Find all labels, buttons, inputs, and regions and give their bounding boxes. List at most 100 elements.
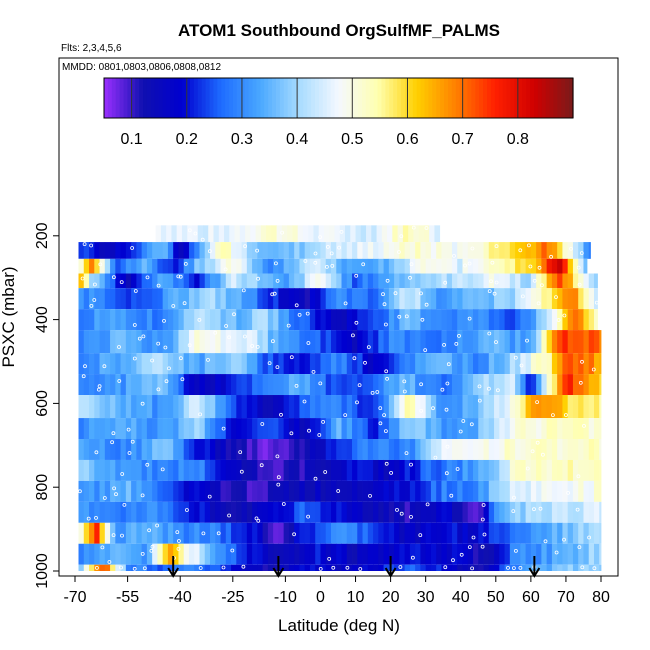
heatmap-cell — [146, 564, 153, 571]
measurement-point — [424, 226, 429, 230]
measurement-point — [408, 275, 412, 280]
heatmap-cell — [346, 273, 353, 289]
heatmap-cell — [588, 418, 595, 440]
heatmap-cell — [304, 242, 311, 259]
heatmap-cell — [278, 374, 285, 396]
x-tick-label: 20 — [382, 589, 400, 606]
heatmap-cell — [136, 439, 143, 460]
heatmap-cell — [551, 309, 558, 331]
heatmap-cell — [562, 564, 569, 571]
heatmap-cell — [399, 459, 406, 481]
heatmap-cell — [283, 288, 290, 310]
heatmap-cell — [278, 543, 285, 565]
heatmap-cell — [462, 480, 469, 502]
measurement-point — [141, 334, 146, 339]
heatmap-cell — [504, 374, 511, 396]
heatmap-cell — [473, 258, 479, 274]
colorbar-segment — [279, 78, 285, 118]
heatmap-cell — [313, 225, 320, 243]
heatmap-cell — [415, 418, 421, 440]
heatmap-cell — [210, 330, 216, 354]
heatmap-cell — [415, 374, 421, 396]
heatmap-cell — [304, 309, 311, 331]
colorbar-segment — [545, 78, 551, 118]
heatmap-cell — [509, 273, 516, 289]
heatmap-cell — [399, 522, 406, 544]
heatmap-cell — [383, 522, 390, 544]
heatmap-cell — [425, 543, 432, 565]
heatmap-cell — [457, 309, 463, 331]
measurement-point — [119, 565, 123, 570]
heatmap-cell — [346, 543, 353, 565]
heatmap-cell — [583, 309, 590, 331]
heatmap-cell — [236, 543, 242, 565]
heatmap-cell — [83, 242, 90, 259]
heatmap-cell — [488, 501, 495, 523]
colorbar-segment — [494, 78, 500, 118]
measurement-point — [513, 355, 518, 360]
measurement-point — [419, 408, 424, 413]
measurement-point — [276, 475, 281, 480]
heatmap-cell — [478, 459, 484, 481]
measurement-point — [409, 262, 414, 267]
heatmap-cell — [152, 258, 158, 274]
measurement-point — [270, 339, 275, 344]
heatmap-cell — [199, 258, 206, 274]
heatmap-cell — [462, 330, 469, 354]
heatmap-cell — [273, 564, 279, 571]
heatmap-cell — [167, 395, 174, 419]
heatmap-cell — [309, 374, 316, 396]
chart-title: ATOM1 Southbound OrgSulfMF_PALMS — [178, 21, 500, 40]
heatmap-cell — [373, 374, 379, 396]
heatmap-cell — [509, 288, 516, 310]
heatmap-cell — [162, 480, 169, 502]
measurement-point — [254, 516, 259, 521]
heatmap-cell — [304, 288, 311, 310]
heatmap-cell — [188, 242, 195, 259]
heatmap-cell — [352, 374, 358, 396]
colorbar-segment — [311, 78, 316, 118]
heatmap-cell — [294, 522, 300, 544]
heatmap-cell — [494, 353, 500, 375]
heatmap-cell — [451, 395, 458, 419]
heatmap-cell — [192, 225, 199, 243]
colorbar-segment — [377, 78, 383, 118]
heatmap-cell — [330, 439, 337, 460]
heatmap-cell — [131, 330, 137, 354]
heatmap-cell — [441, 273, 448, 289]
heatmap-cell — [483, 418, 490, 440]
heatmap-cell — [287, 225, 293, 243]
heatmap-cell — [236, 418, 242, 440]
measurement-point — [120, 533, 124, 538]
heatmap-cell — [231, 480, 237, 502]
heatmap-cell — [341, 242, 348, 259]
heatmap-cell — [425, 418, 432, 440]
measurement-point — [463, 263, 467, 268]
heatmap-cell — [387, 225, 393, 243]
colorbar-segment — [483, 78, 488, 118]
heatmap-cell — [294, 439, 300, 460]
measurement-point — [89, 303, 94, 308]
heatmap-cell — [562, 330, 569, 354]
heatmap-cell — [404, 543, 411, 565]
heatmap-cell — [578, 273, 584, 289]
heatmap-cell — [299, 242, 306, 259]
heatmap-cell — [541, 418, 548, 440]
heatmap-cell — [420, 273, 427, 289]
heatmap-cell — [383, 309, 390, 331]
heatmap-cell — [220, 273, 227, 289]
heatmap-cell — [83, 501, 90, 523]
heatmap-cell — [120, 288, 127, 310]
heatmap-cell — [536, 459, 542, 481]
colorbar-segment — [455, 78, 461, 118]
heatmap-cell — [383, 330, 390, 354]
heatmap-cell — [399, 309, 406, 331]
measurement-point — [506, 566, 510, 570]
measurement-point — [480, 544, 485, 549]
measurement-point — [178, 274, 183, 279]
heatmap-cell — [572, 501, 579, 523]
heatmap-cell — [355, 225, 362, 243]
measurement-point — [94, 450, 99, 455]
heatmap-cell — [373, 273, 379, 289]
heatmap-cell — [245, 225, 251, 243]
